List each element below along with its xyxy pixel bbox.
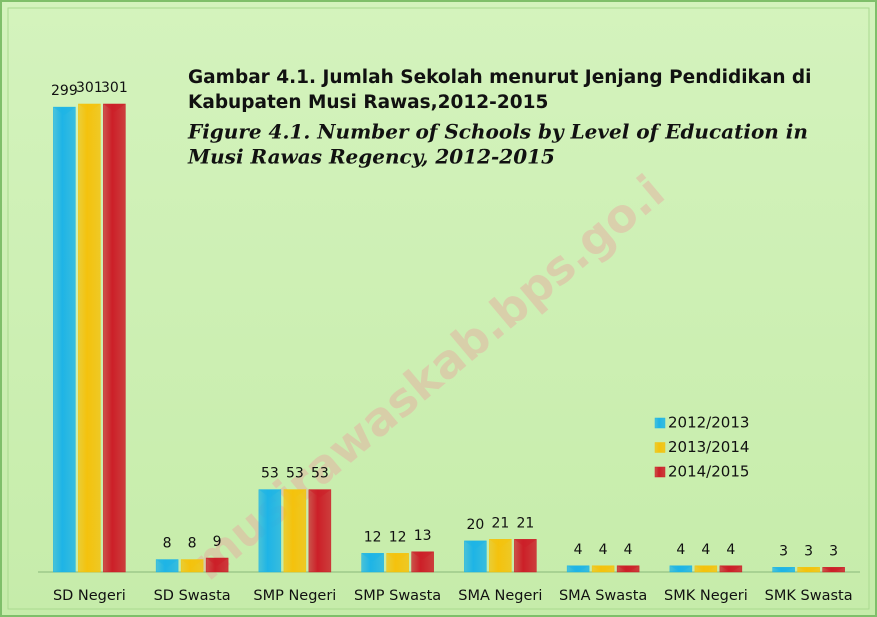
bar-cap <box>103 103 126 112</box>
bar-cap <box>53 107 76 116</box>
bar-cap <box>386 553 409 562</box>
x-tick-label: SD Negeri <box>53 588 126 604</box>
x-tick-label: SMA Swasta <box>559 588 647 604</box>
data-label: 3 <box>804 543 813 559</box>
data-label: 21 <box>516 515 534 531</box>
data-label: 8 <box>163 536 172 552</box>
bar <box>258 489 282 573</box>
bar-cap <box>308 489 331 498</box>
data-label: 53 <box>261 466 279 482</box>
bar-cap <box>822 567 845 572</box>
bar-cap <box>258 489 281 498</box>
x-tick-label: SMP Negeri <box>253 588 336 604</box>
chart-title-line2: Kabupaten Musi Rawas,2012-2015 <box>188 92 548 113</box>
bar-cap <box>617 565 640 572</box>
chart-subtitle: Figure 4.1. Number of Schools by Level o… <box>187 120 808 144</box>
bar-cap <box>361 553 384 562</box>
legend-label: 2013/2014 <box>668 438 749 456</box>
bar <box>103 103 126 573</box>
bar <box>53 106 76 573</box>
bar-cap <box>694 565 717 572</box>
bar-cap <box>78 103 101 112</box>
bar-cap <box>797 567 820 572</box>
data-label: 301 <box>76 80 103 96</box>
chart-subtitle-line2: Musi Rawas Regency, 2012-2015 <box>187 145 555 169</box>
data-label: 3 <box>779 543 788 559</box>
bar-cap <box>514 539 537 548</box>
data-label: 299 <box>51 83 78 99</box>
x-tick-label: SD Swasta <box>154 588 231 604</box>
x-tick-label: SMK Swasta <box>765 588 853 604</box>
data-label: 3 <box>829 543 838 559</box>
bar-cap <box>411 551 434 560</box>
chart-title: Gambar 4.1. Jumlah Sekolah menurut Jenja… <box>188 67 812 88</box>
data-label: 53 <box>311 466 329 482</box>
data-label: 8 <box>188 536 197 552</box>
data-label: 4 <box>599 542 608 558</box>
bar-cap <box>669 565 692 572</box>
legend-swatch <box>654 417 666 429</box>
data-label: 12 <box>389 529 407 545</box>
legend-label: 2014/2015 <box>668 463 749 481</box>
legend-swatch <box>654 466 666 478</box>
data-label: 4 <box>726 542 735 558</box>
bar-cap <box>592 565 615 572</box>
data-label: 20 <box>466 517 484 533</box>
data-label: 4 <box>676 542 685 558</box>
data-label: 21 <box>491 515 509 531</box>
x-tick-label: SMP Swasta <box>354 588 441 604</box>
bar-cap <box>283 489 306 498</box>
x-tick-label: SMA Negeri <box>458 588 542 604</box>
data-label: 301 <box>101 80 128 96</box>
legend-swatch <box>654 442 666 453</box>
bar-cap <box>206 558 229 567</box>
inner-frame <box>7 7 870 610</box>
bar <box>78 103 101 573</box>
bar <box>308 489 332 573</box>
data-label: 9 <box>213 534 222 550</box>
bar-cap <box>464 540 487 549</box>
bar-cap <box>489 539 512 548</box>
data-label: 4 <box>574 542 583 558</box>
data-label: 4 <box>701 542 710 558</box>
data-label: 13 <box>414 528 432 544</box>
data-label: 12 <box>364 529 382 545</box>
bar <box>283 489 307 573</box>
legend-label: 2012/2013 <box>668 414 749 432</box>
data-label: 4 <box>624 542 633 558</box>
x-tick-label: SMK Negeri <box>664 588 748 604</box>
bar-cap <box>719 565 742 572</box>
bar-cap <box>772 567 795 572</box>
data-label: 53 <box>286 466 304 482</box>
bar-cap <box>567 565 590 572</box>
bar-cap <box>181 559 204 568</box>
bar-cap <box>156 559 179 568</box>
